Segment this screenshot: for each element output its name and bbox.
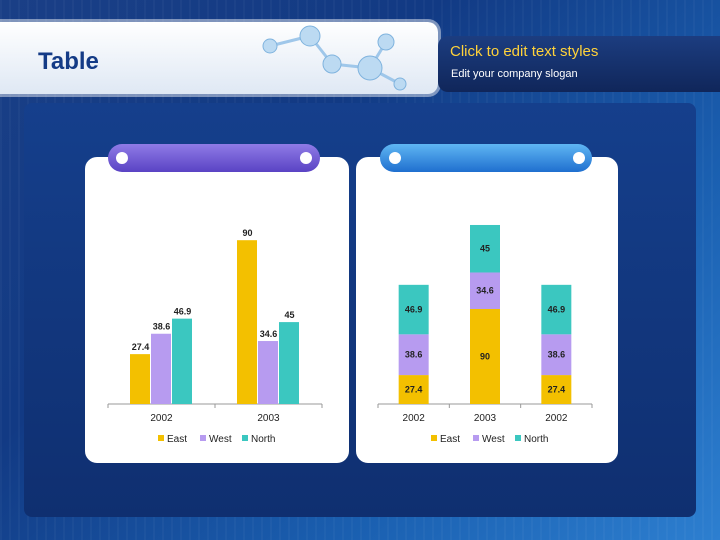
chart1-bar xyxy=(237,240,257,404)
right-header-dot-end xyxy=(573,152,585,164)
chart1-data-label: 38.6 xyxy=(153,322,171,332)
left-header-dot-start xyxy=(116,152,128,164)
chart1-data-label: 34.6 xyxy=(260,329,278,339)
chart2-bar-segment xyxy=(541,334,572,376)
chart2-legend-swatch xyxy=(515,435,521,441)
chart1-data-label: 46.9 xyxy=(174,307,192,317)
chart1-x-tick-label: 2002 xyxy=(150,413,173,424)
chart2-bar-segment xyxy=(398,334,429,376)
chart2-x-tick-label: 2002 xyxy=(545,413,568,424)
chart2-bar-segment xyxy=(470,224,500,273)
chart2-legend-label: East xyxy=(440,434,460,445)
chart2-bar-segment xyxy=(470,272,500,309)
chart2-data-label: 38.6 xyxy=(548,350,566,360)
chart1-x-tick-label: 2003 xyxy=(257,413,280,424)
chart1-bar xyxy=(130,354,150,404)
chart1-bar xyxy=(258,341,278,404)
slogan-band xyxy=(438,36,720,92)
chart2-bar-segment xyxy=(470,309,500,404)
chart2-bar-segment xyxy=(541,375,572,404)
chart2-legend-swatch xyxy=(431,435,437,441)
left-card-header xyxy=(108,144,320,172)
chart2-data-label: 46.9 xyxy=(548,305,566,315)
right-card-header xyxy=(380,144,592,172)
chart1-bar xyxy=(172,318,192,404)
chart1-data-label: 90 xyxy=(242,228,252,238)
chart1-legend-label: East xyxy=(167,434,187,445)
chart2-legend-swatch xyxy=(473,435,479,441)
molecule-decoration xyxy=(262,25,407,91)
chart2-data-label: 46.9 xyxy=(405,305,423,315)
chart1-legend-label: North xyxy=(251,434,275,445)
chart1-bar xyxy=(151,333,171,404)
right-header-dot-start xyxy=(389,152,401,164)
chart2-legend-label: West xyxy=(482,434,505,445)
chart2-x-tick-label: 2003 xyxy=(474,413,497,424)
chart2-x-tick-label: 2002 xyxy=(403,413,426,424)
left-header-dot-end xyxy=(300,152,312,164)
chart1-legend-swatch xyxy=(200,435,206,441)
chart1-bar xyxy=(279,322,299,404)
chart2-data-label: 90 xyxy=(480,352,490,362)
chart2-data-label: 27.4 xyxy=(405,385,423,395)
left-chart-card xyxy=(85,157,349,463)
chart1-legend-label: West xyxy=(209,434,232,445)
chart2-data-label: 45 xyxy=(480,244,490,254)
chart2-data-label: 34.6 xyxy=(476,286,494,296)
chart2-bar-segment xyxy=(398,284,429,335)
chart1-legend-swatch xyxy=(158,435,164,441)
chart1-legend-swatch xyxy=(242,435,248,441)
slogan-title[interactable]: Click to edit text styles xyxy=(450,43,599,60)
chart1-data-label: 45 xyxy=(284,310,294,320)
chart2-bar-segment xyxy=(398,375,429,404)
slogan-subtitle[interactable]: Edit your company slogan xyxy=(451,68,578,80)
chart2-legend-label: North xyxy=(524,434,548,445)
chart2-data-label: 38.6 xyxy=(405,350,423,360)
chart1-data-label: 27.4 xyxy=(132,342,150,352)
chart2-bar-segment xyxy=(541,284,572,335)
page-title[interactable]: Table xyxy=(38,48,99,75)
chart2-data-label: 27.4 xyxy=(548,385,566,395)
